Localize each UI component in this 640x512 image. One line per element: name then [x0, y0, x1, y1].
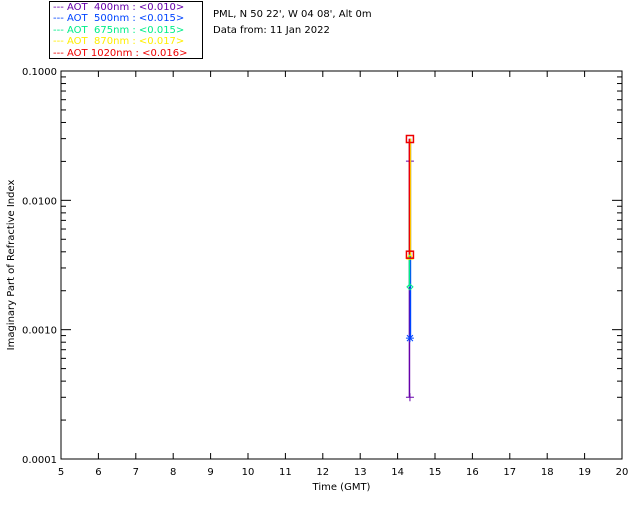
y-tick-label: 0.0100: [22, 196, 57, 207]
x-tick-label: 12: [316, 467, 329, 478]
data-date: Data from: 11 Jan 2022: [213, 25, 330, 36]
x-tick-label: 18: [541, 467, 554, 478]
x-tick-label: 13: [354, 467, 367, 478]
legend: --- AOT 400nm : <0.010> --- AOT 500nm : …: [49, 1, 203, 59]
site-location: PML, N 50 22', W 04 08', Alt 0m: [213, 9, 372, 20]
y-axis-label: Imaginary Part of Refractive Index: [6, 180, 17, 351]
legend-item-1020: --- AOT 1020nm : <0.016>: [53, 47, 188, 59]
x-tick-label: 14: [391, 467, 404, 478]
x-axis-label: Time (GMT): [312, 482, 371, 493]
x-tick-label: 10: [242, 467, 255, 478]
x-tick-label: 19: [578, 467, 591, 478]
data-point-square: [405, 250, 415, 259]
x-tick-label: 6: [95, 467, 101, 478]
x-tick-label: 8: [170, 467, 176, 478]
x-tick-label: 5: [58, 467, 64, 478]
data-point-asterisk: [405, 334, 414, 343]
y-tick-label: 0.0010: [22, 326, 57, 337]
site-info: PML, N 50 22', W 04 08', Alt 0m Data fro…: [213, 7, 372, 39]
legend-item-870: --- AOT 870nm : <0.017>: [53, 36, 185, 48]
y-tick-label: 0.0001: [22, 455, 57, 466]
x-tick-label: 20: [616, 467, 629, 478]
x-tick-label: 15: [429, 467, 442, 478]
legend-item-400: --- AOT 400nm : <0.010>: [53, 2, 185, 13]
data-point-diamond: [406, 283, 414, 291]
x-tick-label: 17: [503, 467, 516, 478]
data-point-plus: [405, 393, 414, 402]
x-tick-label: 7: [133, 467, 139, 478]
x-tick-label: 11: [279, 467, 292, 478]
plot-frame: [60, 70, 623, 460]
data-point-square: [405, 134, 415, 144]
x-tick-label: 9: [207, 467, 213, 478]
x-tick-label: 16: [466, 467, 479, 478]
y-tick-label: 0.1000: [22, 67, 57, 78]
data-point-triangle: [406, 252, 414, 260]
legend-item-500: --- AOT 500nm : <0.015>: [53, 13, 185, 25]
legend-item-675: --- AOT 675nm : <0.015>: [53, 24, 185, 36]
